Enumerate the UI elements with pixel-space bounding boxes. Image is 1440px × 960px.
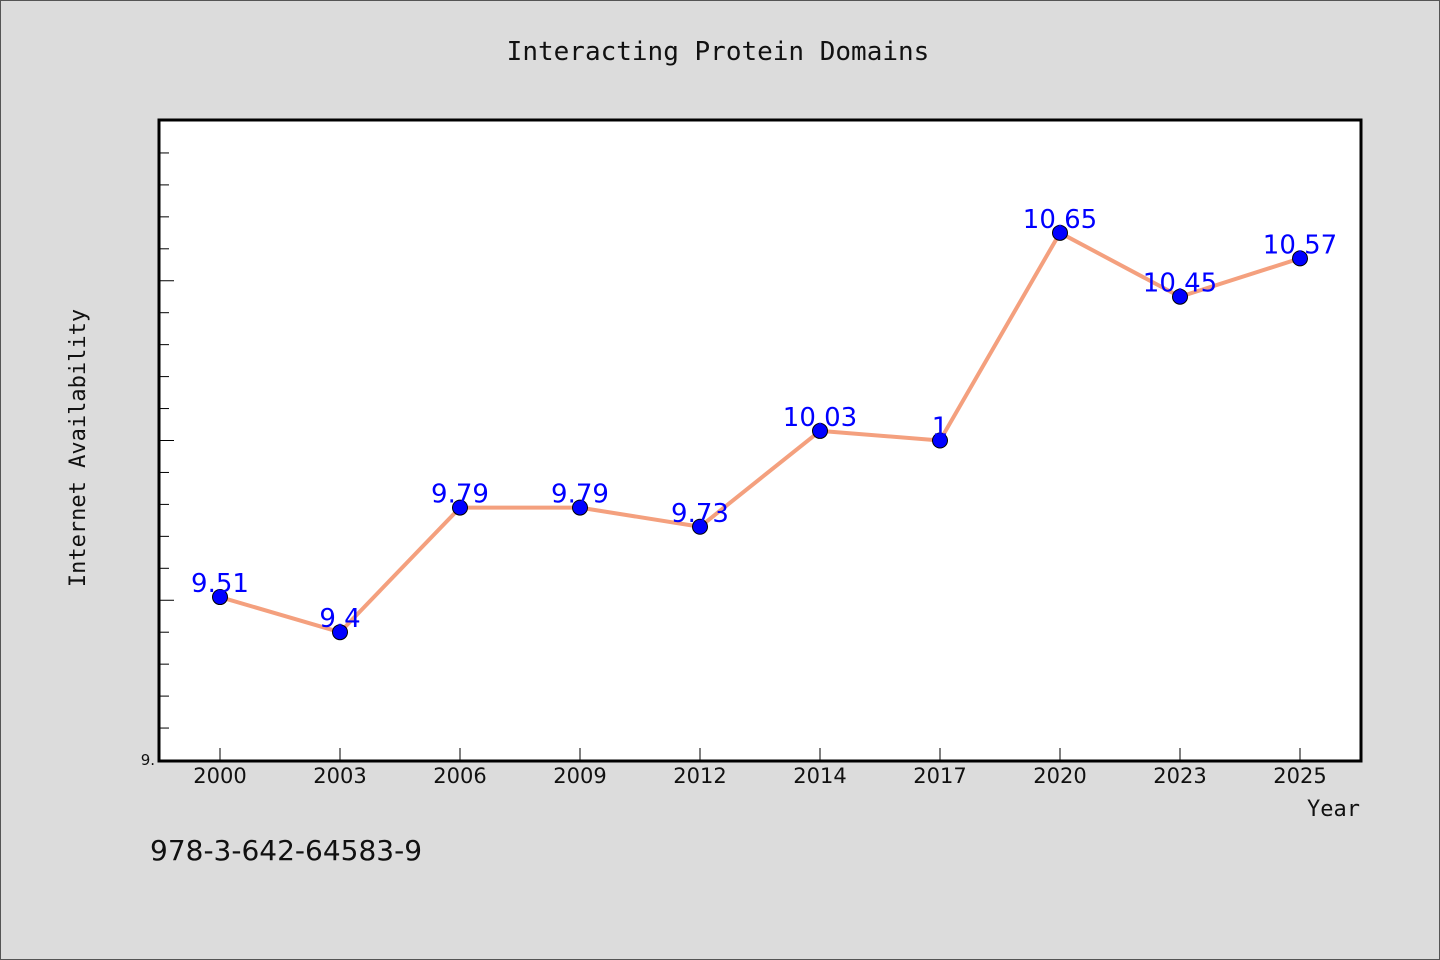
footnote-isbn: 978-3-642-64583-9 bbox=[150, 834, 423, 867]
x-tick-label: 2009 bbox=[553, 764, 606, 788]
data-point bbox=[932, 432, 948, 449]
y-tick-label: 9. bbox=[141, 751, 155, 769]
x-axis-ticks: 2000 2003 2006 2009 2012 2014 2017 2020 2023 2025 bbox=[193, 748, 1327, 788]
chart-title: Interacting Protein Domains bbox=[507, 37, 930, 67]
data-label: 9.4 bbox=[319, 604, 360, 634]
x-tick-label: 2003 bbox=[313, 764, 366, 788]
data-label: 10.57 bbox=[1263, 230, 1337, 260]
data-point bbox=[1292, 250, 1308, 267]
data-label: 10.65 bbox=[1023, 205, 1097, 235]
series-line bbox=[219, 230, 1301, 635]
x-tick-label: 2023 bbox=[1153, 764, 1206, 788]
data-point bbox=[812, 422, 828, 439]
x-tick-label: 2012 bbox=[673, 764, 726, 788]
y-axis-label: Internet Availability bbox=[66, 309, 91, 587]
data-point bbox=[212, 589, 228, 606]
data-point bbox=[452, 499, 468, 516]
x-tick-label: 2014 bbox=[793, 764, 846, 788]
data-point bbox=[1052, 224, 1068, 241]
series-markers bbox=[212, 224, 1308, 641]
x-tick-label: 2025 bbox=[1273, 764, 1326, 788]
x-tick-label: 2006 bbox=[433, 764, 486, 788]
x-tick-label: 2017 bbox=[913, 764, 966, 788]
data-label: 10.03 bbox=[783, 403, 857, 433]
x-tick-label: 2000 bbox=[193, 764, 246, 788]
data-label: 9.73 bbox=[671, 499, 729, 529]
data-label: 10.45 bbox=[1143, 269, 1217, 299]
data-labels: 9.51 9.4 9.79 9.79 9.73 10.03 1 10.65 10.45 10.57 bbox=[191, 205, 1337, 634]
data-label: 9.79 bbox=[551, 480, 609, 510]
data-point bbox=[1172, 288, 1188, 305]
x-axis-label: Year bbox=[1307, 797, 1360, 822]
data-label: 9.51 bbox=[191, 569, 249, 599]
data-label: 9.79 bbox=[431, 480, 489, 510]
data-label: 1 bbox=[932, 413, 949, 443]
plot-area bbox=[157, 118, 1363, 763]
data-point bbox=[692, 518, 708, 535]
x-tick-label: 2020 bbox=[1033, 764, 1086, 788]
y-axis-ticks: 9. bbox=[141, 152, 174, 769]
data-point bbox=[572, 499, 588, 516]
data-point bbox=[332, 624, 348, 641]
